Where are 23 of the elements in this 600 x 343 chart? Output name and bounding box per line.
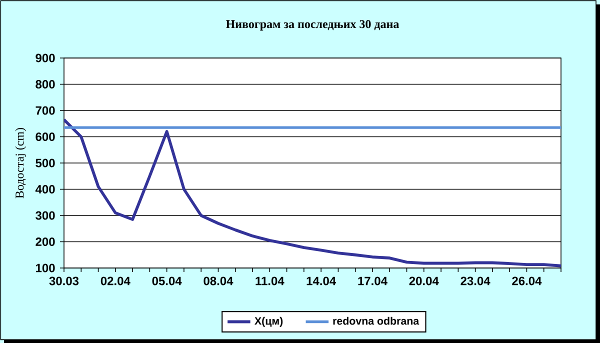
y-tick-label: 100 [36,264,55,272]
y-tick-label: 900 [36,54,55,62]
y-axis-title: Водостај (cm) [15,128,26,198]
x-tick-label: 14.04 [306,276,336,286]
x-tick-label: 23.04 [460,276,490,286]
x-tick-label: 02.04 [100,276,130,286]
chart-title: Нивограм за последњих 30 дана [226,20,400,31]
x-tick-label: 20.04 [409,276,439,286]
y-tick-label: 200 [36,237,55,246]
x-tick-label: 17.04 [358,276,388,286]
y-tick-label: 600 [36,132,55,142]
y-tick-label: 800 [36,80,55,89]
legend-label: X(цм) [254,316,283,327]
y-tick-label: 500 [36,158,55,168]
legend-label: redovna odbrana [333,316,420,325]
x-tick-label: 26.04 [512,276,542,286]
x-tick-label: 08.04 [204,276,234,286]
y-tick-label: 400 [35,185,55,194]
y-tick-label: 300 [36,211,55,220]
x-tick-label: 11.04 [256,276,284,286]
x-tick-label: 30.03 [49,276,79,286]
x-tick-label: 05.04 [152,276,182,286]
y-tick-label: 700 [36,106,55,115]
